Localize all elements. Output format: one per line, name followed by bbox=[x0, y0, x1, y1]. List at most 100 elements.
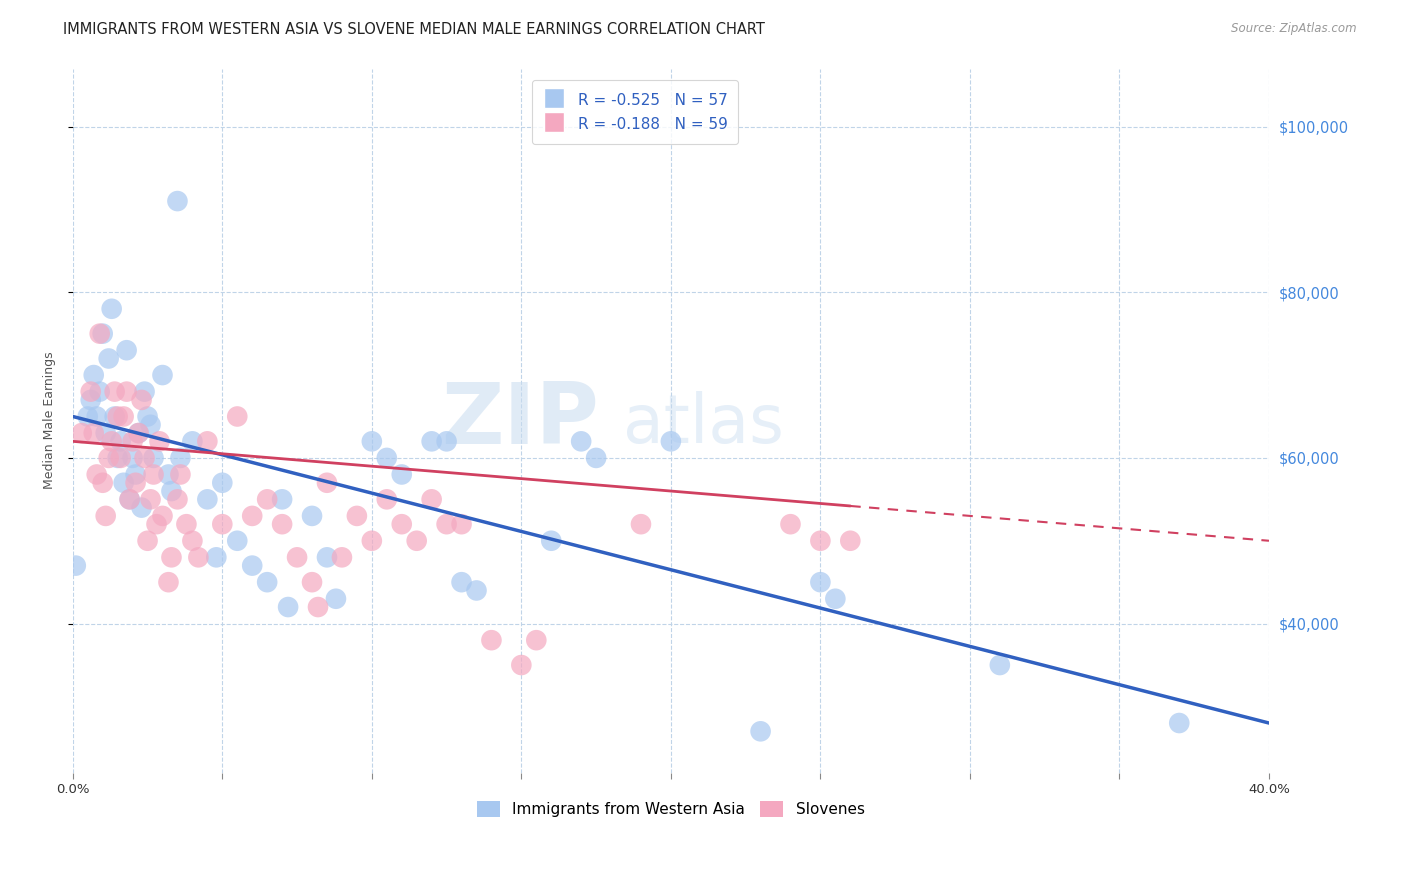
Point bbox=[157, 575, 180, 590]
Point bbox=[749, 724, 772, 739]
Point bbox=[316, 475, 339, 490]
Point bbox=[256, 492, 278, 507]
Point bbox=[824, 591, 846, 606]
Point bbox=[86, 467, 108, 482]
Point bbox=[166, 194, 188, 208]
Point bbox=[839, 533, 862, 548]
Point bbox=[169, 450, 191, 465]
Point bbox=[540, 533, 562, 548]
Point bbox=[97, 450, 120, 465]
Point bbox=[810, 533, 832, 548]
Point bbox=[205, 550, 228, 565]
Point bbox=[83, 425, 105, 440]
Point bbox=[145, 517, 167, 532]
Point bbox=[375, 492, 398, 507]
Point bbox=[301, 508, 323, 523]
Point bbox=[585, 450, 607, 465]
Point bbox=[70, 425, 93, 440]
Point bbox=[271, 517, 294, 532]
Point bbox=[89, 326, 111, 341]
Point bbox=[110, 450, 132, 465]
Point bbox=[569, 434, 592, 449]
Point bbox=[152, 508, 174, 523]
Point bbox=[121, 434, 143, 449]
Point bbox=[360, 434, 382, 449]
Point bbox=[112, 475, 135, 490]
Point bbox=[211, 475, 233, 490]
Legend: Immigrants from Western Asia, Slovenes: Immigrants from Western Asia, Slovenes bbox=[470, 794, 872, 825]
Point bbox=[128, 425, 150, 440]
Point bbox=[134, 384, 156, 399]
Point bbox=[86, 409, 108, 424]
Point bbox=[779, 517, 801, 532]
Point bbox=[510, 658, 533, 673]
Point bbox=[375, 450, 398, 465]
Point bbox=[91, 475, 114, 490]
Point bbox=[131, 392, 153, 407]
Point bbox=[271, 492, 294, 507]
Point bbox=[450, 575, 472, 590]
Point bbox=[104, 409, 127, 424]
Point bbox=[360, 533, 382, 548]
Point bbox=[139, 492, 162, 507]
Point bbox=[240, 558, 263, 573]
Point bbox=[481, 633, 503, 648]
Point bbox=[330, 550, 353, 565]
Point bbox=[211, 517, 233, 532]
Point bbox=[112, 409, 135, 424]
Point bbox=[176, 517, 198, 532]
Point bbox=[121, 450, 143, 465]
Point bbox=[436, 517, 458, 532]
Point bbox=[65, 558, 87, 573]
Point bbox=[76, 409, 98, 424]
Point bbox=[181, 533, 204, 548]
Point bbox=[301, 575, 323, 590]
Point bbox=[104, 384, 127, 399]
Point bbox=[226, 533, 249, 548]
Point bbox=[524, 633, 547, 648]
Point bbox=[152, 368, 174, 382]
Point bbox=[128, 425, 150, 440]
Point bbox=[131, 500, 153, 515]
Point bbox=[139, 417, 162, 432]
Point bbox=[316, 550, 339, 565]
Point bbox=[89, 384, 111, 399]
Point bbox=[134, 450, 156, 465]
Point bbox=[307, 600, 329, 615]
Point bbox=[100, 301, 122, 316]
Point bbox=[118, 492, 141, 507]
Point bbox=[988, 658, 1011, 673]
Point bbox=[148, 434, 170, 449]
Text: Source: ZipAtlas.com: Source: ZipAtlas.com bbox=[1232, 22, 1357, 36]
Point bbox=[83, 368, 105, 382]
Point bbox=[240, 508, 263, 523]
Point bbox=[142, 450, 165, 465]
Point bbox=[346, 508, 368, 523]
Point bbox=[107, 450, 129, 465]
Point bbox=[450, 517, 472, 532]
Point bbox=[107, 409, 129, 424]
Point bbox=[160, 550, 183, 565]
Point bbox=[142, 467, 165, 482]
Point bbox=[436, 434, 458, 449]
Point bbox=[325, 591, 347, 606]
Point bbox=[810, 575, 832, 590]
Point bbox=[94, 425, 117, 440]
Point bbox=[659, 434, 682, 449]
Point bbox=[630, 517, 652, 532]
Point bbox=[115, 343, 138, 358]
Point bbox=[226, 409, 249, 424]
Y-axis label: Median Male Earnings: Median Male Earnings bbox=[44, 351, 56, 490]
Point bbox=[118, 492, 141, 507]
Point bbox=[465, 583, 488, 598]
Point bbox=[124, 467, 146, 482]
Point bbox=[110, 434, 132, 449]
Text: atlas: atlas bbox=[623, 392, 785, 457]
Point bbox=[391, 467, 413, 482]
Point bbox=[187, 550, 209, 565]
Point bbox=[115, 384, 138, 399]
Point bbox=[195, 492, 218, 507]
Text: IMMIGRANTS FROM WESTERN ASIA VS SLOVENE MEDIAN MALE EARNINGS CORRELATION CHART: IMMIGRANTS FROM WESTERN ASIA VS SLOVENE … bbox=[63, 22, 765, 37]
Point bbox=[420, 492, 443, 507]
Point bbox=[256, 575, 278, 590]
